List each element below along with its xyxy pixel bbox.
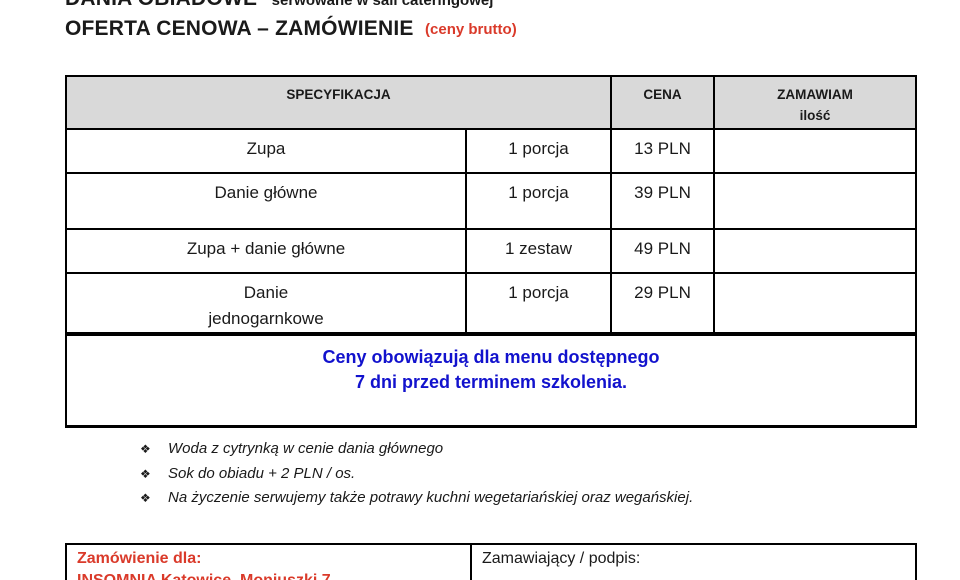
price-validity-notice: Ceny obowiązują dla menu dostępnego 7 dn… xyxy=(65,332,917,428)
note-text: Na życzenie serwujemy także potrawy kuch… xyxy=(168,489,694,506)
order-signature-table: Zamówienie dla: INSOMNIA Katowice, Moniu… xyxy=(65,543,917,580)
item-price-cell: 29 PLN xyxy=(610,272,715,335)
item-name-cell: Zupa + danie główne xyxy=(65,228,467,274)
table-row: Zupa 1 porcja 13 PLN xyxy=(65,128,917,174)
item-name-cell: Danie główne xyxy=(65,172,467,230)
item-name: Zupa + danie główne xyxy=(186,239,346,258)
header-specification: SPECYFIKACJA xyxy=(65,75,612,130)
diamond-bullet-icon: ❖ xyxy=(140,466,151,481)
notes-list: ❖ Woda z cytrynką w cenie dania głównego… xyxy=(140,437,693,511)
table-header-row: SPECYFIKACJA CENA ZAMAWIAM ilość xyxy=(65,75,917,130)
header-price: CENA xyxy=(610,75,715,130)
item-price-cell: 13 PLN xyxy=(610,128,715,174)
table-row: Zupa + danie główne 1 zestaw 49 PLN xyxy=(65,228,917,274)
table-notice-row: Ceny obowiązują dla menu dostępnego 7 dn… xyxy=(65,332,917,428)
list-item: ❖ Na życzenie serwujemy także potrawy ku… xyxy=(140,486,693,511)
header-order-qty: ZAMAWIAM ilość xyxy=(713,75,917,130)
item-unit-cell: 1 porcja xyxy=(465,272,612,335)
order-for-cell: Zamówienie dla: INSOMNIA Katowice, Moniu… xyxy=(65,543,472,580)
notice-line1: Ceny obowiązują dla menu dostępnego xyxy=(322,347,660,367)
header-order-line2: ilość xyxy=(799,108,831,123)
section-heading: DANIA OBIADOWE serwowane w sali catering… xyxy=(65,0,493,12)
section-heading-title: DANIA OBIADOWE xyxy=(65,0,257,10)
table-row: Danie główne 1 porcja 39 PLN xyxy=(65,172,917,230)
order-for-value: INSOMNIA Katowice, Moniuszki 7 xyxy=(77,570,460,580)
item-name-cell: Zupa xyxy=(65,128,467,174)
page-title-text: OFERTA CENOWA – ZAMÓWIENIE xyxy=(65,17,414,40)
item-name: Danie xyxy=(243,283,289,302)
item-name: Zupa xyxy=(246,139,286,158)
page-title: OFERTA CENOWA – ZAMÓWIENIE (ceny brutto) xyxy=(65,17,517,41)
item-name-cell: Danie jednogarnkowe xyxy=(65,272,467,335)
item-unit-cell: 1 porcja xyxy=(465,128,612,174)
item-qty-cell xyxy=(713,128,917,174)
table-row: Danie jednogarnkowe 1 porcja 29 PLN xyxy=(65,272,917,335)
list-item: ❖ Sok do obiadu + 2 PLN / os. xyxy=(140,462,693,487)
item-price-cell: 39 PLN xyxy=(610,172,715,230)
order-for-label: Zamówienie dla: xyxy=(77,550,202,567)
item-name-line2: jednogarnkowe xyxy=(208,309,324,328)
item-price-cell: 49 PLN xyxy=(610,228,715,274)
item-name: Danie główne xyxy=(214,183,318,202)
item-qty-cell xyxy=(713,228,917,274)
item-unit-cell: 1 porcja xyxy=(465,172,612,230)
note-text: Sok do obiadu + 2 PLN / os. xyxy=(168,464,356,482)
price-order-table: SPECYFIKACJA CENA ZAMAWIAM ilość Zupa 1 … xyxy=(65,75,917,428)
section-heading-subtitle: serwowane w sali cateringowej xyxy=(271,0,494,9)
header-order-line1: ZAMAWIAM xyxy=(777,87,853,102)
page-title-note: (ceny brutto) xyxy=(425,21,517,38)
diamond-bullet-icon: ❖ xyxy=(140,442,151,456)
item-qty-cell xyxy=(713,272,917,335)
note-text: Woda z cytrynką w cenie dania głównego xyxy=(168,440,444,457)
signer-cell: Zamawiający / podpis: xyxy=(470,543,917,580)
diamond-bullet-icon: ❖ xyxy=(140,491,151,505)
signer-label: Zamawiający / podpis: xyxy=(482,550,641,567)
item-unit-cell: 1 zestaw xyxy=(465,228,612,274)
notice-line2: 7 dni przed terminem szkolenia. xyxy=(354,372,628,392)
list-item: ❖ Woda z cytrynką w cenie dania głównego xyxy=(140,437,693,462)
item-qty-cell xyxy=(713,172,917,230)
